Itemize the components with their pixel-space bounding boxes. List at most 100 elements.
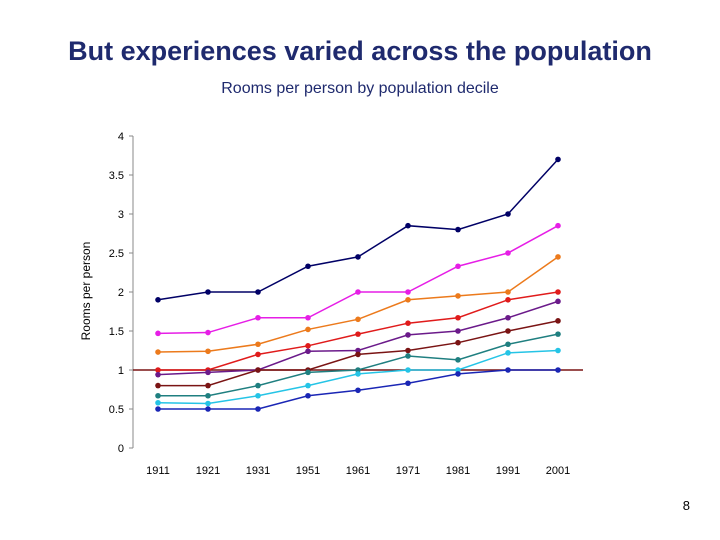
data-point (355, 351, 361, 358)
data-point (305, 326, 311, 333)
data-point (155, 330, 161, 337)
y-tick-label: 4 (118, 131, 124, 143)
data-point (155, 406, 161, 412)
y-axis-label: Rooms per person (79, 242, 93, 341)
data-point (205, 382, 211, 389)
series-1 (155, 156, 561, 303)
y-tick-label: 1 (118, 365, 124, 377)
data-point (255, 314, 261, 321)
data-point (555, 289, 561, 295)
chart-title: Rooms per person by population decile (221, 80, 499, 97)
data-point (455, 371, 461, 377)
series-line (157, 349, 559, 405)
data-point (155, 382, 161, 389)
data-point (505, 367, 511, 373)
data-point (305, 343, 311, 349)
data-point (205, 392, 211, 399)
data-point (455, 328, 461, 334)
slide-title: But experiences varied across the popula… (68, 36, 652, 66)
data-point (455, 314, 461, 321)
series-2 (155, 222, 561, 337)
x-tick-label: 1931 (246, 465, 270, 477)
data-point (455, 367, 461, 373)
x-tick-label: 1971 (396, 465, 420, 477)
data-point (205, 348, 211, 355)
series-6 (155, 318, 561, 389)
data-point (455, 339, 461, 346)
data-point (355, 331, 361, 337)
data-point (205, 289, 211, 295)
series-line (158, 291, 559, 371)
data-point (155, 371, 161, 378)
data-point (255, 367, 261, 373)
data-point (305, 369, 311, 376)
data-point (555, 298, 561, 305)
data-point (505, 314, 511, 321)
data-point (155, 392, 161, 399)
data-point (505, 341, 511, 348)
data-point (355, 387, 361, 394)
data-point (155, 399, 161, 406)
x-tick-label: 1921 (196, 465, 220, 477)
data-point (405, 222, 411, 229)
data-point (505, 211, 511, 217)
data-point (305, 348, 311, 355)
data-point (455, 357, 461, 363)
data-point (405, 347, 411, 354)
data-point (505, 350, 511, 356)
data-point (355, 254, 361, 260)
data-point (155, 349, 161, 355)
data-point (255, 289, 261, 295)
data-point (455, 293, 461, 299)
series-9 (155, 367, 561, 412)
data-point (255, 392, 261, 399)
series-7 (155, 331, 561, 399)
page-number: 8 (682, 498, 690, 513)
x-tick-label: 1981 (446, 465, 470, 477)
y-tick-label: 3.5 (109, 170, 124, 182)
data-point (255, 351, 261, 358)
data-point (255, 406, 261, 412)
y-tick-label: 1.5 (109, 326, 124, 338)
series-8 (155, 347, 561, 407)
data-point (355, 371, 361, 377)
x-tick-label: 1991 (496, 465, 520, 477)
y-tick-label: 0.5 (109, 404, 124, 416)
x-tick-label: 2001 (546, 465, 570, 477)
data-point (205, 369, 211, 376)
data-point (555, 331, 561, 337)
data-point (405, 320, 411, 327)
data-point (405, 380, 411, 387)
data-point (405, 353, 411, 359)
series-line (157, 256, 559, 353)
data-point (505, 289, 511, 295)
y-tick-label: 0 (118, 443, 124, 455)
data-point (355, 289, 361, 295)
data-point (155, 367, 161, 373)
data-point (405, 289, 411, 295)
data-point (355, 367, 361, 373)
y-axis: 0 0.5 1 1.5 2 2.5 3 3.5 4 (109, 131, 134, 455)
data-point (505, 250, 511, 256)
data-point (255, 382, 261, 389)
data-point (405, 367, 411, 373)
data-point (505, 297, 511, 303)
data-point (455, 226, 461, 233)
y-tick-label: 2 (118, 287, 124, 299)
data-point (255, 341, 261, 348)
y-tick-label: 2.5 (109, 248, 124, 260)
x-tick-label: 1951 (296, 465, 320, 477)
x-tick-label: 1961 (346, 465, 370, 477)
data-point (205, 406, 211, 412)
data-point (505, 328, 511, 334)
data-point (355, 316, 361, 323)
series-4 (155, 289, 561, 373)
y-tick-label: 3 (118, 209, 124, 221)
series-3 (155, 254, 561, 355)
data-point (455, 263, 461, 270)
series-line (158, 333, 559, 397)
data-point (555, 222, 561, 229)
series-line (157, 158, 559, 301)
data-point (355, 347, 361, 354)
